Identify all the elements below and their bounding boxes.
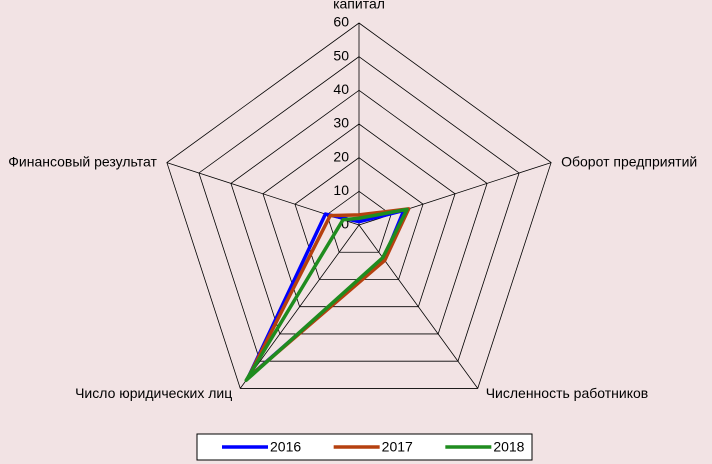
r-tick-label: 60: [333, 14, 349, 30]
category-label: Оборот предприятий: [561, 153, 697, 169]
category-label: капитал: [333, 0, 385, 12]
category-label: Численность работников: [486, 385, 649, 401]
grid-ring: [262, 123, 456, 308]
grid-ring: [230, 89, 488, 335]
r-tick-label: 30: [333, 115, 349, 131]
r-tick-label: 50: [333, 47, 349, 63]
series-line: [246, 208, 406, 380]
spoke: [239, 224, 360, 389]
category-label: Финансовый результат: [8, 153, 157, 169]
grid-ring: [166, 22, 552, 389]
r-tick-label: 20: [333, 148, 349, 164]
grid-ring: [198, 56, 520, 362]
legend-label: 2016: [270, 439, 301, 455]
legend-label: 2017: [382, 439, 413, 455]
spoke: [358, 224, 479, 389]
series-line: [244, 207, 409, 383]
r-tick-label: 40: [333, 81, 349, 97]
legend-label: 2018: [493, 439, 524, 455]
r-tick-label: 0: [341, 216, 349, 232]
category-label: Число юридических лиц: [75, 385, 232, 401]
r-tick-label: 10: [333, 182, 349, 198]
